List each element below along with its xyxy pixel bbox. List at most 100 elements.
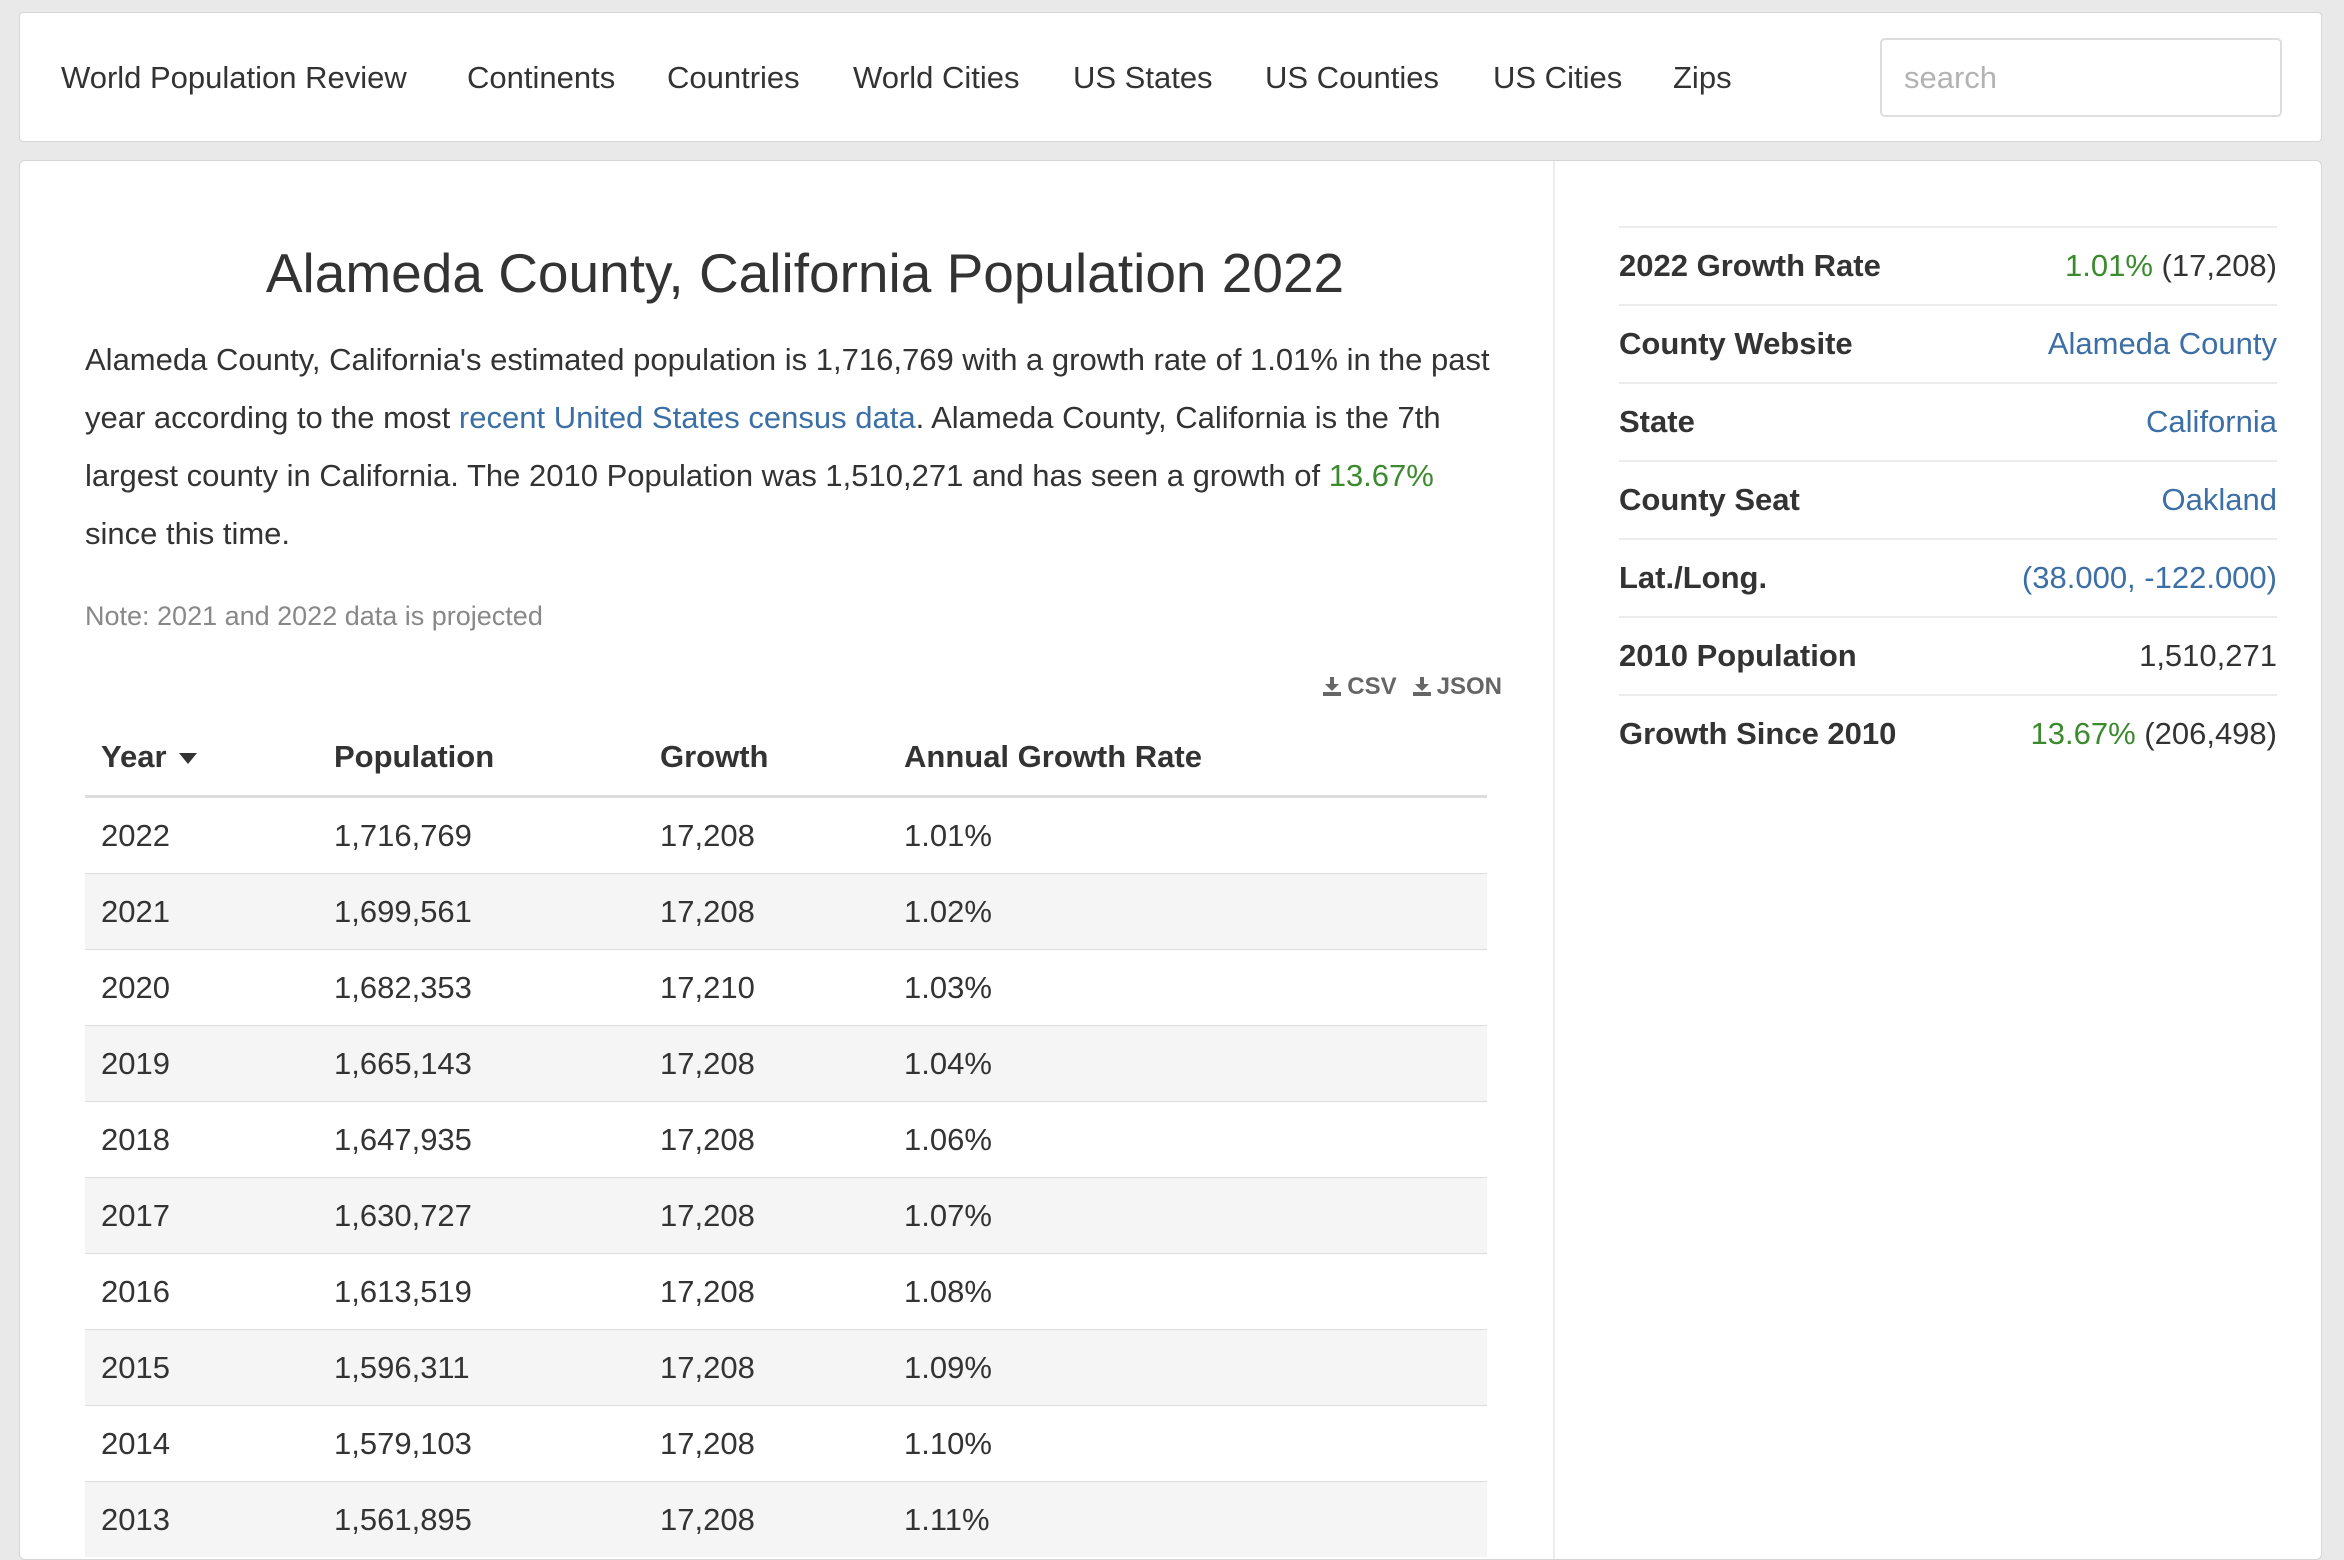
- county-seat-link[interactable]: Oakland: [2161, 482, 2277, 517]
- cell-growth-rate: 1.02%: [888, 873, 1487, 950]
- cell-population: 1,647,935: [318, 1101, 644, 1178]
- download-icon: [1323, 676, 1342, 698]
- cell-year: 2016: [85, 1253, 318, 1330]
- csv-export-label: CSV: [1347, 673, 1397, 700]
- cell-growth-rate: 1.04%: [888, 1025, 1487, 1102]
- table-row: 2017 1,630,727 17,208 1.07%: [85, 1177, 1487, 1254]
- cell-year: 2014: [85, 1405, 318, 1482]
- cell-population: 1,716,769: [318, 796, 644, 874]
- content-card: Alameda County, California Population 20…: [19, 160, 2322, 1560]
- fact-growth-since-pct: 13.67%: [2030, 716, 2136, 751]
- table-row: 2018 1,647,935 17,208 1.06%: [85, 1101, 1487, 1178]
- cell-growth-rate: 1.01%: [888, 796, 1487, 874]
- cell-growth: 17,208: [644, 1481, 888, 1557]
- fact-growth-rate-pct: 1.01%: [2065, 248, 2153, 283]
- header-year-label: Year: [101, 739, 167, 774]
- cell-growth-rate: 1.09%: [888, 1329, 1487, 1406]
- table-header-row: Year Population Growth Annual Growth Rat…: [85, 719, 1487, 798]
- fact-label: Growth Since 2010: [1619, 716, 1897, 751]
- csv-export-button[interactable]: CSV: [1323, 673, 1397, 701]
- nav-countries[interactable]: Countries: [667, 60, 800, 95]
- cell-growth: 17,208: [644, 796, 888, 874]
- header-annual-growth-rate[interactable]: Annual Growth Rate: [888, 719, 1487, 798]
- intro-text-3: since this time.: [85, 516, 291, 551]
- fact-value: 13.67% (206,498): [2031, 716, 2277, 752]
- cell-growth-rate: 1.10%: [888, 1405, 1487, 1482]
- fact-value: 1,510,271: [2139, 638, 2277, 673]
- json-export-button[interactable]: JSON: [1412, 673, 1502, 701]
- intro-text-2: . Alameda County, California is the 7th …: [85, 400, 1441, 493]
- header-year[interactable]: Year: [85, 719, 318, 798]
- json-export-label: JSON: [1436, 673, 1502, 700]
- fact-label: County Seat: [1619, 482, 1800, 517]
- cell-growth: 17,208: [644, 1025, 888, 1102]
- export-links: CSV JSON: [1323, 673, 1502, 701]
- fact-county-website: County Website Alameda County: [1619, 304, 2277, 382]
- table-row: 2014 1,579,103 17,208 1.10%: [85, 1405, 1487, 1482]
- cell-population: 1,596,311: [318, 1329, 644, 1406]
- cell-year: 2018: [85, 1101, 318, 1178]
- fact-label: Lat./Long.: [1619, 560, 1768, 595]
- cell-population: 1,579,103: [318, 1405, 644, 1482]
- cell-growth: 17,208: [644, 1405, 888, 1482]
- table-row: 2019 1,665,143 17,208 1.04%: [85, 1025, 1487, 1102]
- cell-population: 1,699,561: [318, 873, 644, 950]
- population-table: Year Population Growth Annual Growth Rat…: [85, 719, 1487, 1557]
- cell-growth-rate: 1.06%: [888, 1101, 1487, 1178]
- fact-growth-rate: 2022 Growth Rate 1.01% (17,208): [1619, 226, 2277, 304]
- cell-year: 2020: [85, 949, 318, 1026]
- fact-lat-long: Lat./Long. (38.000, -122.000): [1619, 538, 2277, 616]
- nav-continents[interactable]: Continents: [467, 60, 616, 95]
- fact-value: 1.01% (17,208): [2065, 248, 2277, 284]
- state-link[interactable]: California: [2146, 404, 2277, 439]
- nav-world-cities[interactable]: World Cities: [853, 60, 1020, 95]
- projection-note: Note: 2021 and 2022 data is projected: [85, 601, 543, 631]
- download-icon: [1412, 676, 1431, 698]
- nav-us-cities[interactable]: US Cities: [1493, 60, 1623, 95]
- nav-brand-link[interactable]: World Population Review: [61, 60, 407, 95]
- table-row: 2022 1,716,769 17,208 1.01%: [85, 796, 1487, 874]
- cell-growth-rate: 1.08%: [888, 1253, 1487, 1330]
- fact-label: State: [1619, 404, 1695, 439]
- cell-year: 2019: [85, 1025, 318, 1102]
- nav-us-states[interactable]: US States: [1073, 60, 1213, 95]
- nav-us-counties[interactable]: US Counties: [1265, 60, 1440, 95]
- county-website-link[interactable]: Alameda County: [2047, 326, 2277, 361]
- sort-caret-icon: [178, 753, 197, 765]
- column-divider: [1553, 161, 1555, 1559]
- header-growth[interactable]: Growth: [644, 719, 888, 798]
- cell-population: 1,561,895: [318, 1481, 644, 1557]
- intro-growth-value: 13.67%: [1328, 458, 1434, 493]
- cell-year: 2013: [85, 1481, 318, 1557]
- top-navbar: World Population Review Continents Count…: [19, 12, 2322, 142]
- header-population[interactable]: Population: [318, 719, 644, 798]
- table-row: 2016 1,613,519 17,208 1.08%: [85, 1253, 1487, 1330]
- fact-growth-since-abs: (206,498): [2144, 716, 2277, 751]
- cell-population: 1,665,143: [318, 1025, 644, 1102]
- intro-paragraph: Alameda County, California's estimated p…: [85, 331, 1505, 563]
- nav-zips[interactable]: Zips: [1673, 60, 1732, 95]
- census-data-link[interactable]: recent United States census data: [458, 400, 916, 435]
- cell-growth-rate: 1.11%: [888, 1481, 1487, 1557]
- fact-growth-since-2010: Growth Since 2010 13.67% (206,498): [1619, 694, 2277, 772]
- fact-label: 2010 Population: [1619, 638, 1857, 673]
- cell-year: 2015: [85, 1329, 318, 1406]
- facts-sidebar: 2022 Growth Rate 1.01% (17,208) County W…: [1619, 226, 2277, 772]
- fact-county-seat: County Seat Oakland: [1619, 460, 2277, 538]
- intro-text-1: Alameda County, California's estimated p…: [85, 342, 1490, 435]
- table-row: 2015 1,596,311 17,208 1.09%: [85, 1329, 1487, 1406]
- search-input[interactable]: [1880, 38, 2282, 117]
- cell-year: 2021: [85, 873, 318, 950]
- fact-label: 2022 Growth Rate: [1619, 248, 1881, 283]
- cell-year: 2022: [85, 796, 318, 874]
- lat-long-link[interactable]: (38.000, -122.000): [2021, 560, 2277, 595]
- table-row: 2020 1,682,353 17,210 1.03%: [85, 949, 1487, 1026]
- fact-state: State California: [1619, 382, 2277, 460]
- cell-population: 1,682,353: [318, 949, 644, 1026]
- table-row: 2021 1,699,561 17,208 1.02%: [85, 873, 1487, 950]
- cell-growth: 17,208: [644, 873, 888, 950]
- fact-label: County Website: [1619, 326, 1853, 361]
- cell-year: 2017: [85, 1177, 318, 1254]
- cell-growth-rate: 1.07%: [888, 1177, 1487, 1254]
- cell-growth-rate: 1.03%: [888, 949, 1487, 1026]
